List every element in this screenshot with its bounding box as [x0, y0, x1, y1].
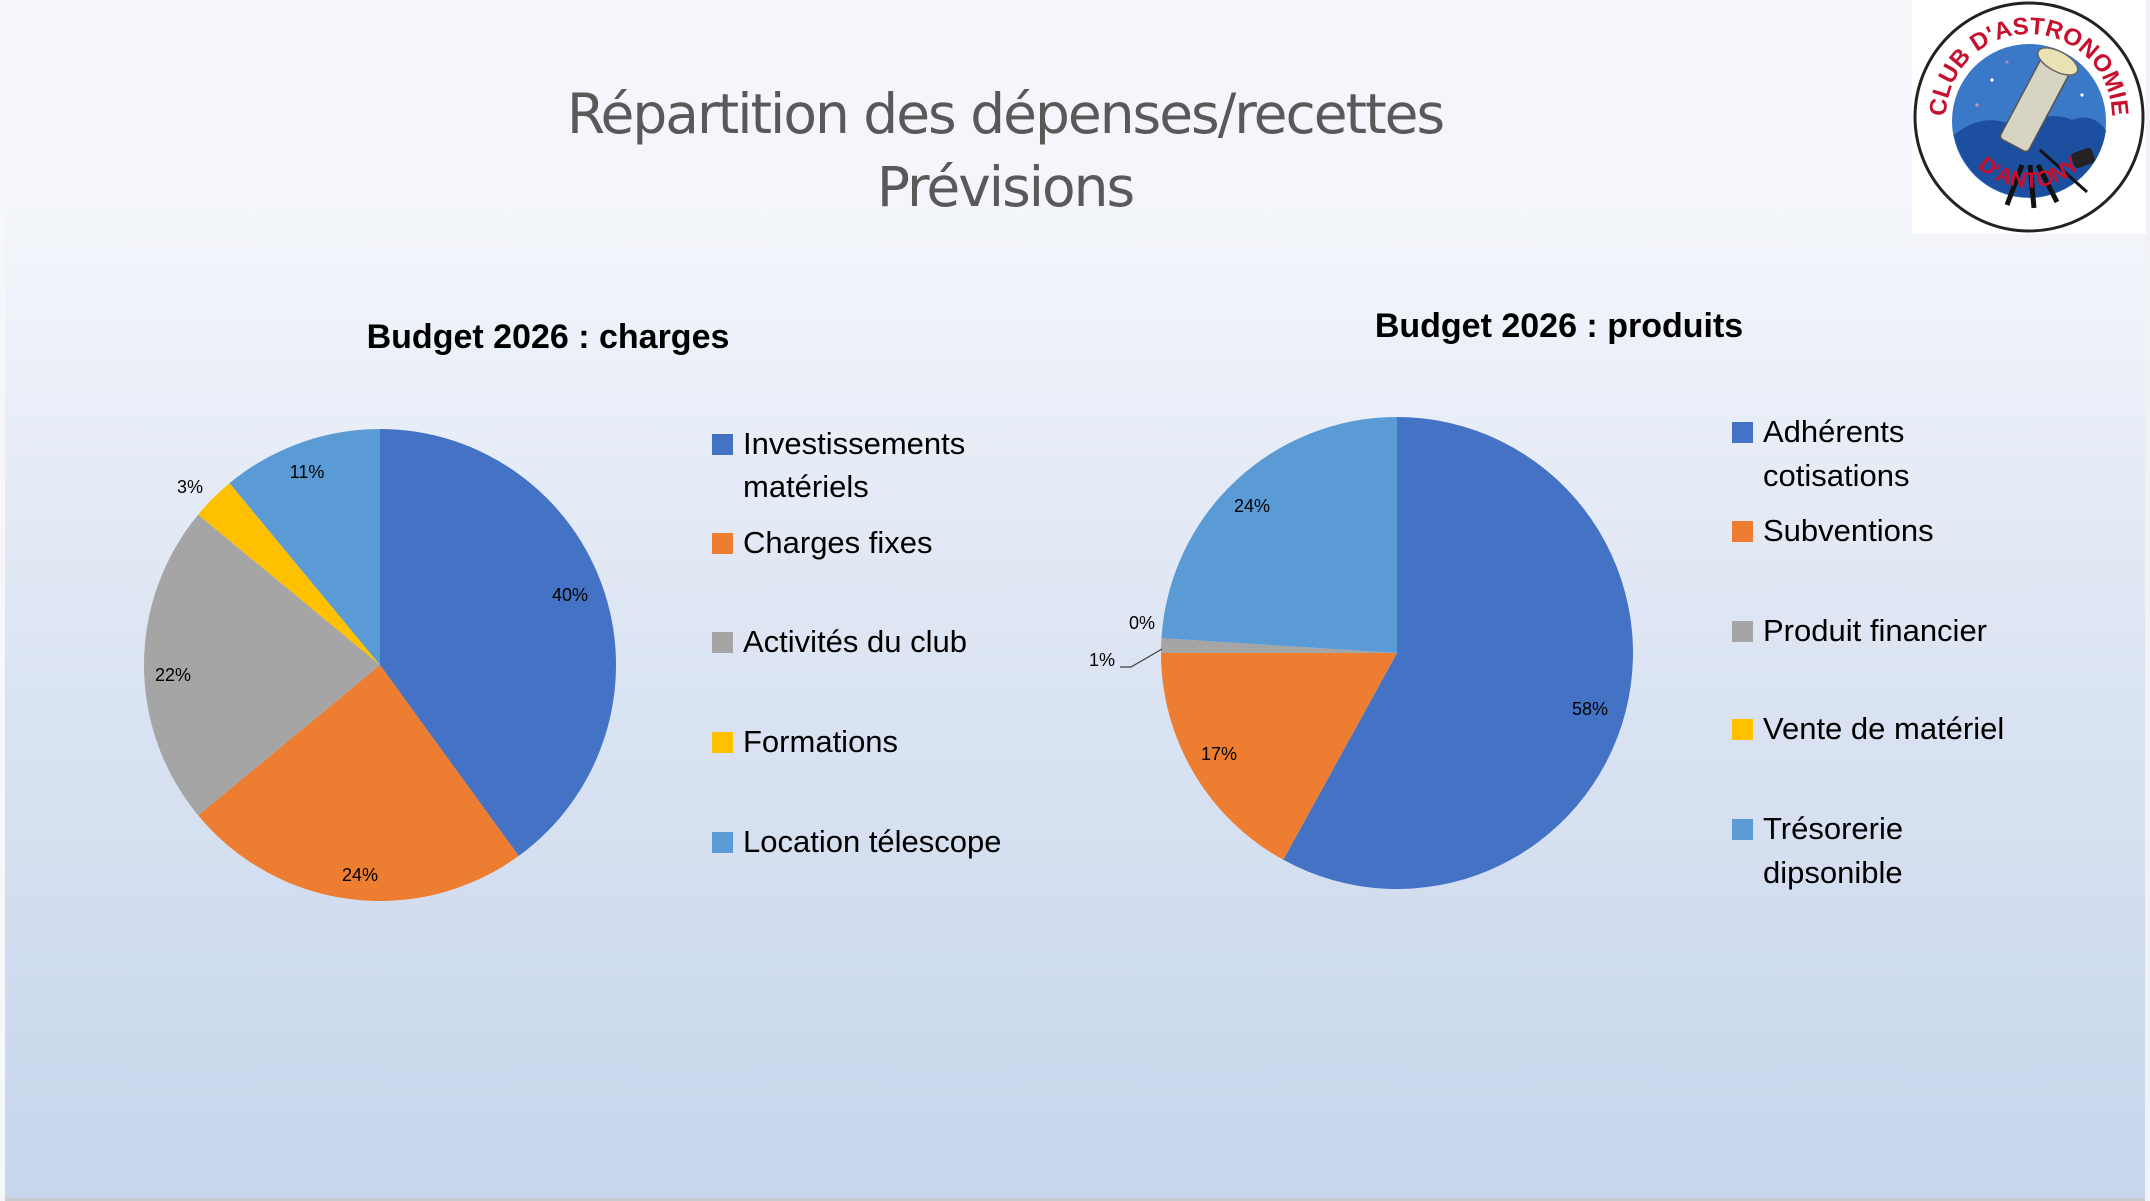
- legend-label: Location télescope: [743, 824, 1002, 859]
- data-label-produits-1: 58%: [1572, 699, 1608, 719]
- pie-slice-charges-1: [380, 429, 617, 856]
- legend-swatch: [1732, 621, 1753, 642]
- legend-swatch: [712, 632, 733, 653]
- legend-label: dipsonible: [1763, 855, 1903, 890]
- legend-swatch: [1732, 819, 1753, 840]
- data-label-charges-4: 3%: [177, 477, 203, 497]
- data-label-charges-5: 11%: [290, 462, 325, 482]
- leader-line: [1120, 648, 1163, 668]
- pie-slice-produits-3: [1161, 638, 1397, 653]
- legend-label: Vente de matériel: [1763, 711, 2005, 746]
- slide-title-line-1: Répartition des dépenses/recettes: [566, 82, 1445, 146]
- slide-title: Répartition des dépenses/recettes Prévis…: [480, 78, 1530, 224]
- telescope-icon: CLUB D'ASTRONOMIE D'ANTONY: [1913, 1, 2145, 233]
- legend-label: Formations: [743, 724, 899, 759]
- legend-label: matériels: [743, 469, 869, 504]
- data-label-charges-2: 24%: [342, 865, 378, 885]
- legend-label: Produit financier: [1763, 613, 1988, 648]
- pie-slice-produits-5: [1161, 417, 1397, 653]
- pie-slice-charges-2: [198, 665, 519, 901]
- chart-title-charges: Budget 2026 : charges: [366, 318, 730, 356]
- data-label-charges-1: 40%: [552, 585, 588, 605]
- chart-title-produits: Budget 2026 : produits: [1374, 307, 1744, 345]
- legend-swatch: [712, 832, 733, 853]
- pie-slice-charges-3: [143, 514, 380, 816]
- legend-swatch: [712, 732, 733, 753]
- pie-slice-charges-5: [229, 429, 380, 665]
- pie-slice-produits-2: [1161, 653, 1397, 860]
- slide-edge: [2145, 0, 2150, 1201]
- legend-label: Charges fixes: [743, 525, 933, 560]
- legend-swatch: [1732, 719, 1753, 740]
- legend-swatch: [1732, 521, 1753, 542]
- legend-swatch: [712, 533, 733, 554]
- legend-label: Subventions: [1763, 513, 1934, 548]
- pie-slice-produits-1: [1283, 417, 1633, 889]
- data-label-produits-3: 1%: [1089, 650, 1115, 670]
- legend-swatch: [712, 434, 733, 455]
- legend-label: Investissements: [743, 426, 966, 461]
- legend-label: cotisations: [1763, 458, 1910, 493]
- pie-slice-charges-4: [198, 483, 380, 665]
- data-label-produits-4: 0%: [1129, 613, 1155, 633]
- slide-title-line-2: Prévisions: [876, 155, 1135, 219]
- data-label-produits-2: 17%: [1201, 744, 1237, 764]
- data-label-produits-5: 24%: [1234, 496, 1270, 516]
- legend-label: Adhérents: [1763, 414, 1905, 449]
- legend-label: Trésorerie: [1763, 811, 1904, 846]
- legend-swatch: [1732, 422, 1753, 443]
- club-logo: CLUB D'ASTRONOMIE D'ANTONY: [1912, 0, 2146, 234]
- data-label-charges-3: 22%: [155, 665, 191, 685]
- legend-label: Activités du club: [743, 624, 967, 659]
